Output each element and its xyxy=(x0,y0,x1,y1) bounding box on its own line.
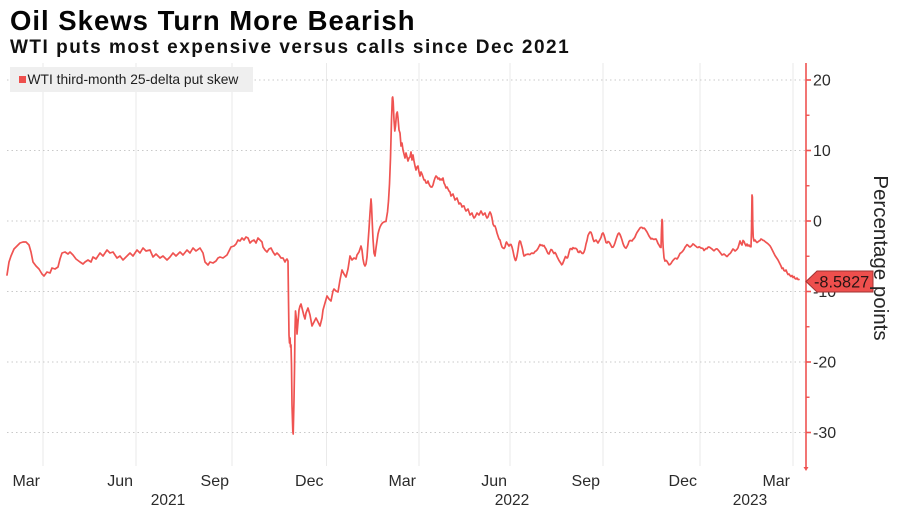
svg-text:2021: 2021 xyxy=(151,492,185,509)
svg-text:Jun: Jun xyxy=(107,473,133,490)
svg-text:-30: -30 xyxy=(813,425,836,442)
svg-text:-20: -20 xyxy=(813,355,836,372)
svg-text:2022: 2022 xyxy=(495,492,529,509)
svg-text:Dec: Dec xyxy=(669,473,697,490)
svg-text:Mar: Mar xyxy=(762,473,790,490)
svg-text:2023: 2023 xyxy=(733,492,767,509)
svg-text:Percentage points: Percentage points xyxy=(869,175,892,340)
svg-text:Mar: Mar xyxy=(12,473,40,490)
svg-text:Sep: Sep xyxy=(572,473,601,490)
svg-text:Mar: Mar xyxy=(388,473,416,490)
svg-text:20: 20 xyxy=(813,73,831,90)
svg-text:Jun: Jun xyxy=(481,473,507,490)
svg-text:Dec: Dec xyxy=(295,473,323,490)
svg-text:0: 0 xyxy=(813,214,822,231)
svg-text:-8.5827: -8.5827 xyxy=(814,274,869,292)
svg-text:Sep: Sep xyxy=(201,473,230,490)
svg-text:10: 10 xyxy=(813,143,831,160)
